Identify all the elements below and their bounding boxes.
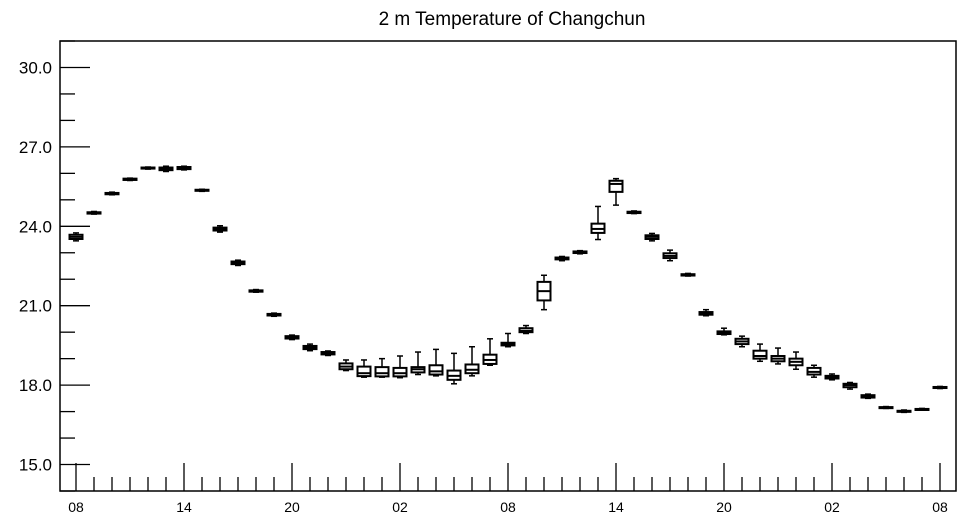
box-iqr bbox=[608, 179, 624, 193]
box-54 bbox=[896, 409, 912, 414]
box-33 bbox=[518, 324, 534, 335]
y-axis: 15.0 18.0 21.0 24.0 27.0 30.0 bbox=[19, 40, 90, 492]
box-29 bbox=[446, 352, 462, 385]
box-52 bbox=[860, 393, 876, 400]
box-22 bbox=[320, 350, 336, 357]
box-16 bbox=[212, 225, 228, 233]
box-35 bbox=[554, 255, 570, 262]
box-14 bbox=[176, 165, 192, 171]
box-21 bbox=[302, 343, 318, 352]
box-38 bbox=[608, 177, 624, 206]
x-tick-label: 14 bbox=[176, 499, 192, 515]
chart-title: 2 m Temperature of Changchun bbox=[379, 9, 646, 30]
y-tick-label: 21.0 bbox=[19, 297, 52, 316]
box-15 bbox=[194, 188, 210, 193]
box-series bbox=[68, 165, 948, 414]
box-iqr bbox=[356, 365, 372, 378]
box-23 bbox=[338, 359, 354, 372]
box-45 bbox=[734, 335, 750, 348]
box-56 bbox=[932, 385, 948, 390]
box-34 bbox=[536, 274, 552, 311]
y-tick-label: 30.0 bbox=[19, 58, 52, 77]
y-tick-label: 27.0 bbox=[19, 138, 52, 157]
x-tick-label: 08 bbox=[932, 499, 948, 515]
box-30 bbox=[464, 345, 480, 377]
x-tick-label: 08 bbox=[68, 499, 84, 515]
box-55 bbox=[914, 407, 930, 412]
x-tick-label: 02 bbox=[392, 499, 408, 515]
box-24 bbox=[356, 359, 372, 378]
box-44 bbox=[716, 327, 732, 336]
box-8 bbox=[68, 232, 84, 242]
x-tick-label: 08 bbox=[500, 499, 516, 515]
box-50 bbox=[824, 373, 840, 381]
box-53 bbox=[878, 405, 894, 410]
box-41 bbox=[662, 249, 678, 262]
y-tick-label: 15.0 bbox=[19, 456, 52, 475]
box-39 bbox=[626, 210, 642, 215]
box-49 bbox=[806, 364, 822, 378]
box-51 bbox=[842, 381, 858, 390]
box-18 bbox=[248, 288, 264, 293]
box-13 bbox=[158, 165, 174, 173]
box-iqr bbox=[752, 349, 768, 360]
box-25 bbox=[374, 357, 390, 378]
x-tick-label: 14 bbox=[608, 499, 624, 515]
box-31 bbox=[482, 338, 498, 367]
y-tick-label: 18.0 bbox=[19, 376, 52, 395]
box-36 bbox=[572, 249, 588, 255]
box-27 bbox=[410, 351, 426, 376]
box-9 bbox=[86, 210, 102, 215]
x-tick-label: 20 bbox=[284, 499, 300, 515]
box-37 bbox=[590, 205, 606, 241]
box-46 bbox=[752, 343, 768, 363]
box-47 bbox=[770, 347, 786, 365]
box-32 bbox=[500, 332, 516, 348]
box-10 bbox=[104, 191, 120, 196]
box-iqr bbox=[428, 364, 444, 376]
box-28 bbox=[428, 348, 444, 377]
box-19 bbox=[266, 312, 282, 318]
box-12 bbox=[140, 166, 156, 170]
box-20 bbox=[284, 334, 300, 341]
box-iqr bbox=[374, 366, 390, 378]
box-43 bbox=[698, 308, 714, 317]
box-17 bbox=[230, 259, 246, 267]
box-42 bbox=[680, 272, 696, 277]
box-11 bbox=[122, 177, 138, 182]
box-26 bbox=[392, 355, 408, 379]
plot-frame bbox=[59, 40, 957, 492]
x-axis: 08 14 20 02 08 14 20 02 08 bbox=[68, 463, 948, 515]
box-iqr bbox=[392, 366, 408, 378]
box-48 bbox=[788, 351, 804, 370]
x-tick-label: 20 bbox=[716, 499, 732, 515]
box-40 bbox=[644, 232, 660, 242]
x-tick-label: 02 bbox=[824, 499, 840, 515]
y-tick-label: 24.0 bbox=[19, 217, 52, 236]
